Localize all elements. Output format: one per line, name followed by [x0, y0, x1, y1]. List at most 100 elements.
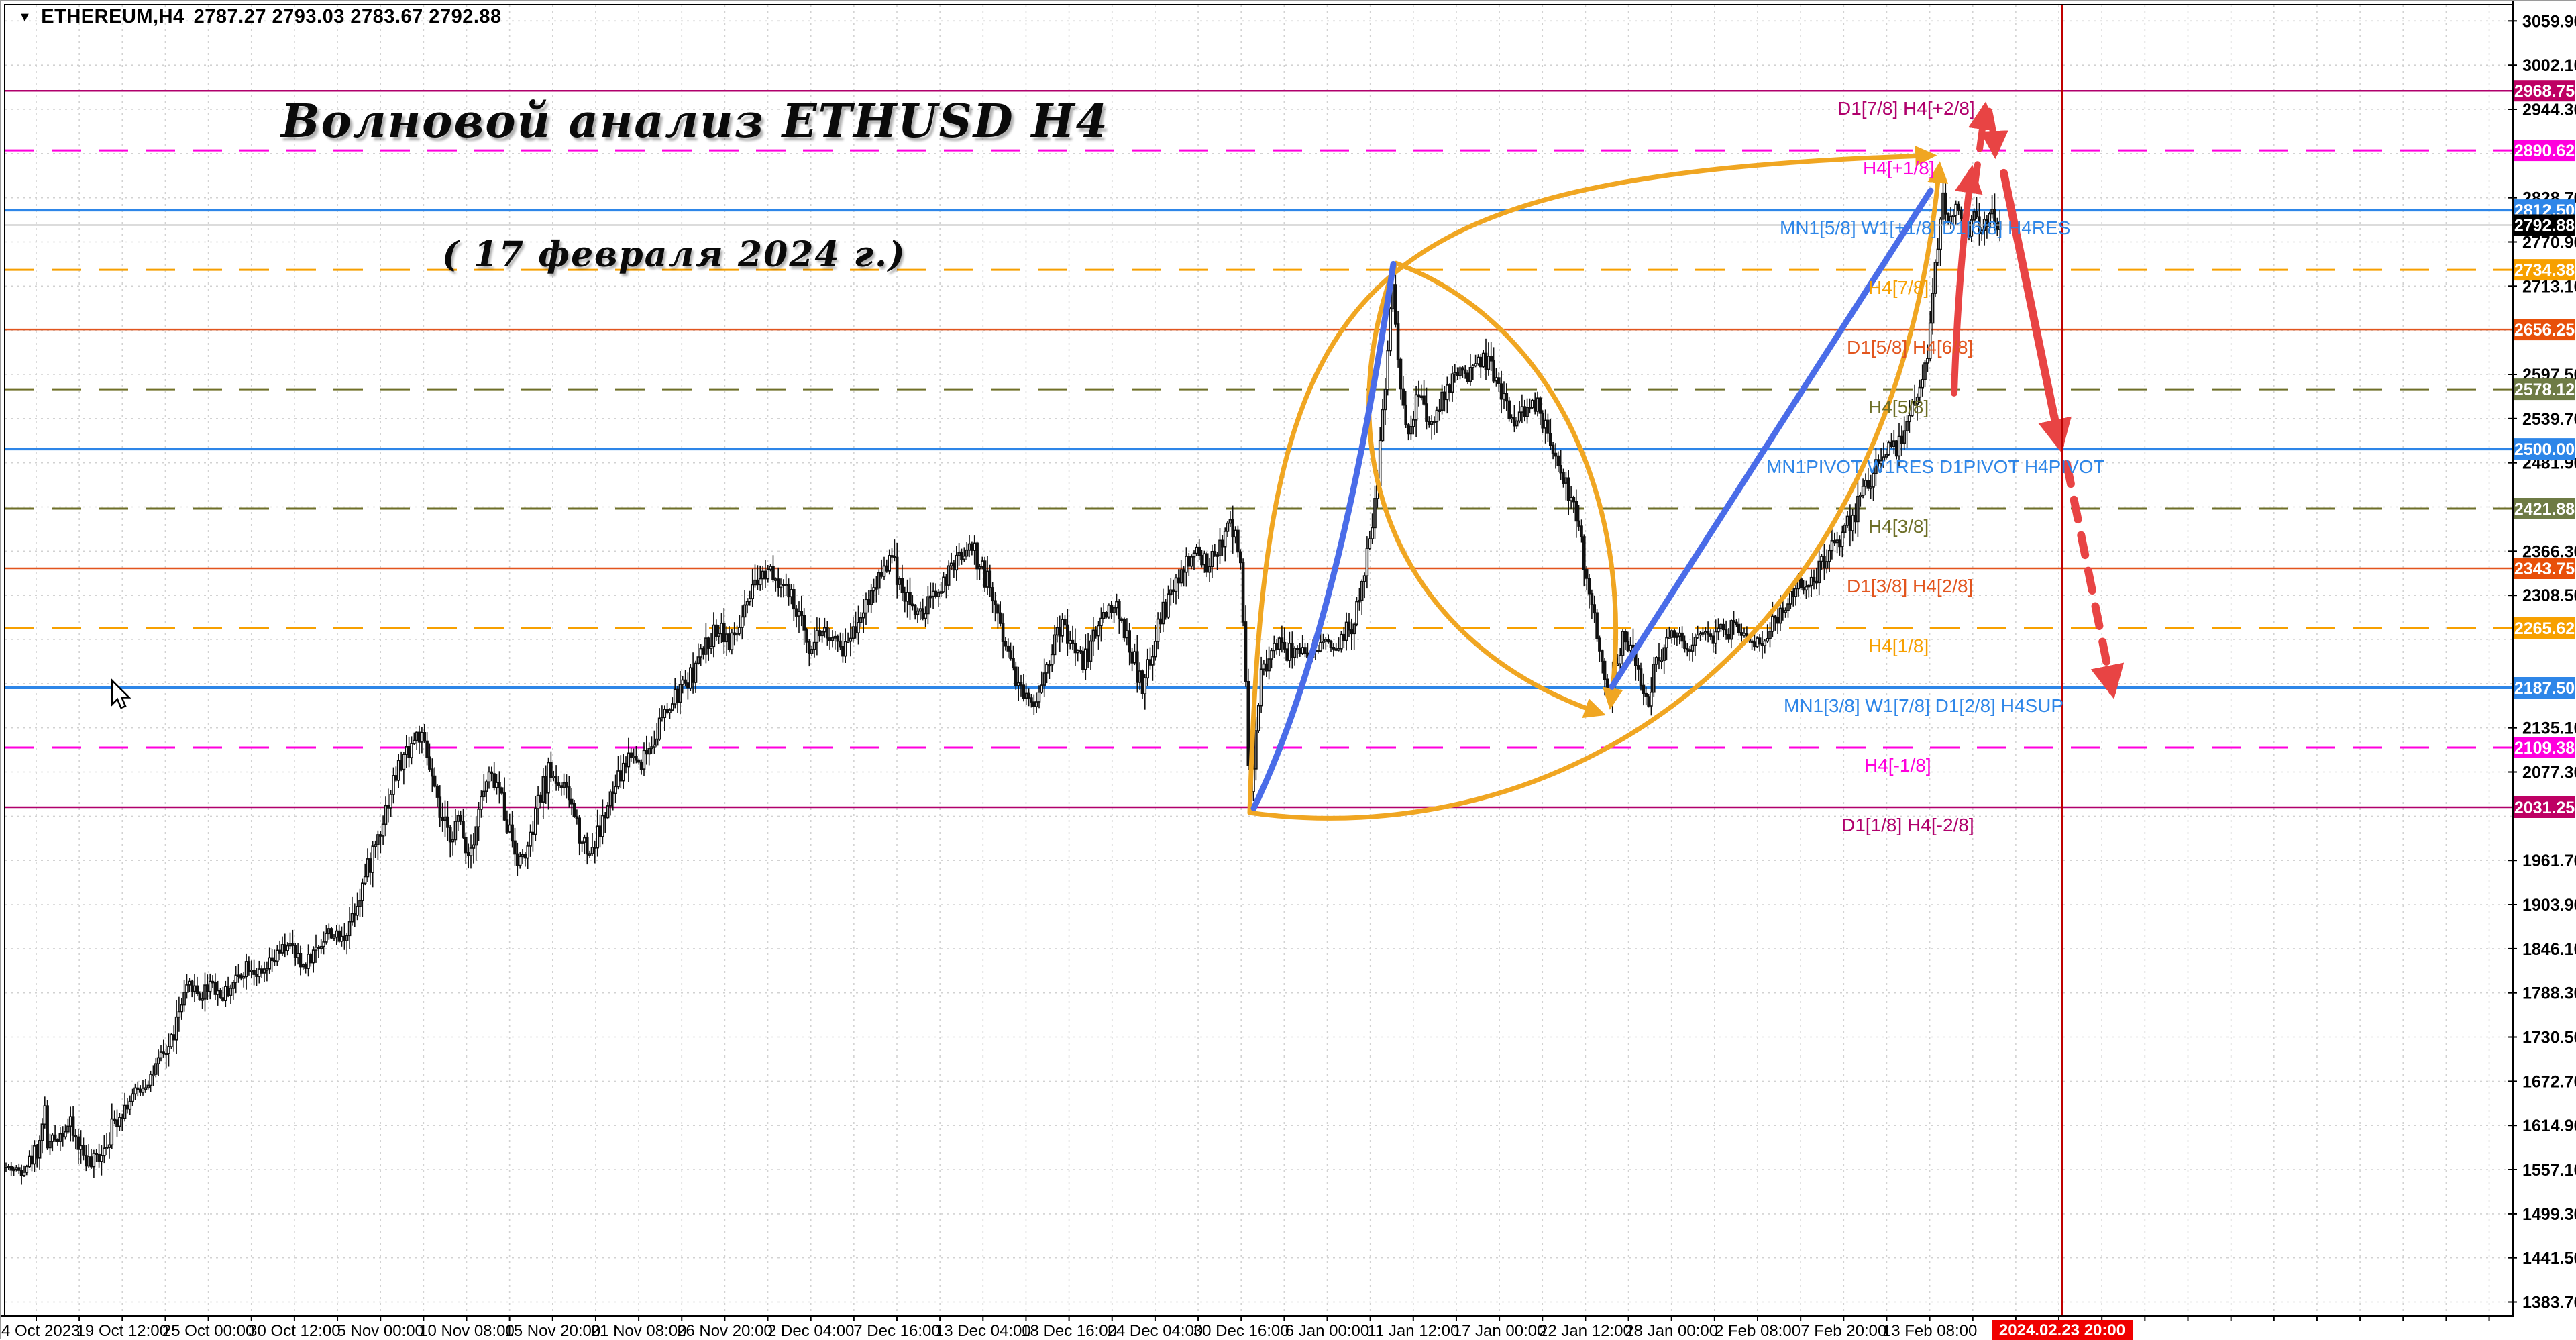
time-axis-label: 5 Nov 00:00 — [337, 1322, 423, 1340]
time-axis-label: 14 Oct 2023 — [1, 1322, 80, 1340]
forecast-down-solid — [2000, 168, 2072, 454]
svg-text:2031.25: 2031.25 — [2514, 798, 2575, 817]
trendline-impulse-2 — [1609, 187, 1934, 690]
price-axis-label: 2944.30 — [2522, 101, 2576, 119]
svg-text:2343.75: 2343.75 — [2514, 560, 2575, 578]
murray-label-2968.75: D1[7/8] H4[+2/8] — [1837, 98, 1975, 119]
price-axis-label: 2539.70 — [2522, 410, 2576, 429]
time-axis-label: 2 Dec 04:00 — [767, 1322, 854, 1340]
svg-text:2265.62: 2265.62 — [2514, 619, 2575, 638]
murray-label-2500: MN1PIVOT W1RES D1PIVOT H4PIVOT — [1766, 456, 2105, 477]
time-axis-label: 15 Nov 20:00 — [504, 1322, 600, 1340]
price-axis-tag-2265.62: 2265.62 — [2514, 617, 2575, 639]
big-lens-upper — [1247, 146, 1937, 815]
blue-trendlines[interactable] — [1250, 187, 1934, 811]
price-axis-tag-2968.75: 2968.75 — [2514, 80, 2575, 102]
price-axis-label: 1846.10 — [2522, 940, 2576, 959]
price-axis-label: 2077.30 — [2522, 764, 2576, 782]
symbol-name: ETHEREUM,H4 — [41, 6, 184, 28]
red-forecast-arrows[interactable] — [1951, 101, 2125, 699]
svg-text:2109.38: 2109.38 — [2514, 739, 2575, 758]
svg-text:2968.75: 2968.75 — [2514, 82, 2575, 101]
forecast-down-dashed — [2063, 460, 2125, 699]
svg-text:2890.62: 2890.62 — [2514, 142, 2575, 160]
svg-text:2734.38: 2734.38 — [2514, 261, 2575, 280]
price-axis-tag-2656.25: 2656.25 — [2514, 319, 2575, 341]
murray-label-2421.88: H4[3/8] — [1868, 516, 1929, 537]
svg-text:2792.88: 2792.88 — [2514, 217, 2575, 236]
time-axis-label: 11 Jan 12:00 — [1367, 1322, 1459, 1340]
price-axis-label: 1730.50 — [2522, 1029, 2576, 1047]
price-axis-label: 1441.50 — [2522, 1249, 2576, 1268]
forecast-up-dashed — [1968, 101, 1996, 188]
price-axis-label: 1499.30 — [2522, 1205, 2576, 1224]
svg-text:2024.02.23 20:00: 2024.02.23 20:00 — [1999, 1321, 2125, 1339]
vertical-grid — [36, 5, 2490, 1316]
time-axis-label: 28 Jan 00:00 — [1625, 1322, 1718, 1340]
svg-text:2187.50: 2187.50 — [2514, 679, 2575, 698]
time-axis-label: 7 Dec 16:00 — [853, 1322, 940, 1340]
murray-label-2656.25: D1[5/8] H4[6/8] — [1847, 337, 1973, 358]
time-axis-label: 30 Dec 16:00 — [1193, 1322, 1289, 1340]
time-axis-label: 19 Oct 12:00 — [76, 1322, 168, 1340]
time-axis-label: 25 Oct 00:00 — [162, 1322, 254, 1340]
time-axis-label: 17 Jan 00:00 — [1453, 1322, 1546, 1340]
time-axis-label: 13 Feb 08:00 — [1882, 1322, 1977, 1340]
price-axis-label: 1672.70 — [2522, 1072, 2576, 1091]
analysis-title: Волновой анализ ETHUSD H4 — [281, 95, 1109, 148]
price-axis-tag-2792.88: 2792.88 — [2514, 214, 2575, 236]
candlesticks — [4, 178, 2002, 1185]
price-axis-label: 1903.90 — [2522, 896, 2576, 915]
svg-text:2578.12: 2578.12 — [2514, 380, 2575, 399]
svg-text:2421.88: 2421.88 — [2514, 500, 2575, 519]
time-axis-label: 30 Oct 12:00 — [248, 1322, 340, 1340]
wave-lens-shapes[interactable] — [1247, 146, 1949, 821]
price-axis-tag-2109.38: 2109.38 — [2514, 737, 2575, 758]
time-axis-label: 18 Dec 16:00 — [1021, 1322, 1117, 1340]
time-axis-label: 26 Nov 20:00 — [677, 1322, 773, 1340]
big-lens-lower — [1247, 161, 1949, 821]
time-axis-label: 10 Nov 08:00 — [419, 1322, 515, 1340]
price-axis-label: 1961.70 — [2522, 852, 2576, 870]
murray-label-2812.5: MN1[5/8] W1[+1/8] D1[6/8] H4RES — [1780, 217, 2070, 238]
forecast-up-solid — [1951, 164, 1983, 397]
price-axis-tag-2343.75: 2343.75 — [2514, 558, 2575, 579]
price-axis-tag-2578.12: 2578.12 — [2514, 378, 2575, 401]
murray-label-2734.38: H4[7/8] — [1868, 277, 1929, 298]
time-axis-label: 21 Nov 08:00 — [591, 1322, 687, 1340]
price-axis-tag-2031.25: 2031.25 — [2514, 796, 2575, 818]
price-axis-tag-2421.88: 2421.88 — [2514, 498, 2575, 519]
small-lens-left — [1366, 260, 1606, 719]
murray-label-2578.12: H4[5/8] — [1868, 397, 1929, 417]
price-axis-tag-2500: 2500.00 — [2514, 438, 2575, 460]
price-axis-label: 1557.10 — [2522, 1161, 2576, 1180]
murray-label-2265.62: H4[1/8] — [1868, 635, 1929, 656]
murray-label-2890.62: H4[+1/8] — [1863, 158, 1935, 178]
price-axis-label: 2770.90 — [2522, 234, 2576, 252]
murray-label-2187.5: MN1[3/8] W1[7/8] D1[2/8] H4SUP — [1784, 695, 2063, 716]
price-axis-label: 3002.10 — [2522, 56, 2576, 75]
price-axis[interactable]: 3059.903002.102944.302828.702770.902713.… — [2508, 1, 2576, 1340]
forecast-down-dashed-small — [1980, 107, 2008, 160]
collapse-objects-icon[interactable]: ▼ — [18, 10, 32, 25]
price-axis-tag-2734.38: 2734.38 — [2514, 259, 2575, 281]
symbol-quote-ohlc: 2787.27 2793.03 2783.67 2792.88 — [193, 6, 502, 28]
analysis-date: ( 17 февраля 2024 г.) — [442, 234, 906, 275]
murray-label-2343.75: D1[3/8] H4[2/8] — [1847, 576, 1973, 597]
price-axis-label: 1383.70 — [2522, 1294, 2576, 1312]
symbol-info[interactable]: ▼ ETHEREUM,H4 2787.27 2793.03 2783.67 27… — [18, 6, 502, 28]
small-lens-right — [1393, 260, 1623, 710]
mouse-cursor-icon — [111, 678, 131, 709]
time-axis-label: 6 Jan 00:00 — [1285, 1322, 1369, 1340]
price-axis-label: 3059.90 — [2522, 12, 2576, 31]
time-axis-red-tag: 2024.02.23 20:00 — [1992, 1320, 2133, 1340]
time-axis-label: 24 Dec 04:00 — [1108, 1322, 1203, 1340]
price-axis-label: 2308.50 — [2522, 586, 2576, 605]
murray-label-2109.38: H4[-1/8] — [1864, 755, 1931, 776]
svg-text:2500.00: 2500.00 — [2514, 440, 2575, 459]
price-axis-label: 2135.10 — [2522, 719, 2576, 738]
murray-labels: D1[7/8] H4[+2/8] H4[+1/8] MN1[5/8] W1[+1/8… — [1766, 98, 2105, 835]
